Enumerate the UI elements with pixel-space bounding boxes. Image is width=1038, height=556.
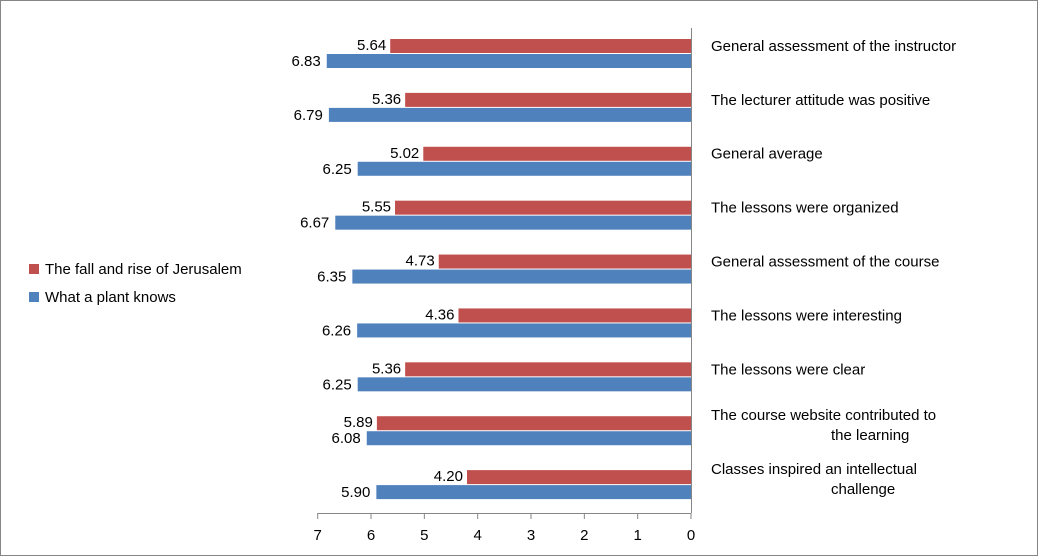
bar-jerusalem-6: [405, 362, 691, 377]
bar-jerusalem-8: [467, 470, 691, 485]
data-label-jerusalem-3: 5.55: [362, 199, 391, 216]
bar-jerusalem-0: [390, 39, 691, 53]
category-label-6: The lessons were clear: [711, 361, 865, 378]
x-tick-label-0: 7: [314, 527, 322, 544]
bar-jerusalem-7: [376, 416, 691, 431]
data-label-jerusalem-6: 5.36: [372, 360, 401, 377]
bar-plant-2: [357, 161, 691, 176]
category-label-0: General assessment of the instructor: [711, 38, 956, 55]
legend-item-plant: What a plant knows: [29, 283, 242, 311]
bar-jerusalem-4: [438, 254, 691, 269]
legend-swatch-plant: [29, 292, 39, 302]
legend-label-plant: What a plant knows: [45, 288, 176, 306]
bar-plant-4: [352, 269, 691, 284]
data-label-jerusalem-5: 4.36: [425, 306, 454, 323]
bar-plant-0: [326, 54, 691, 68]
data-label-jerusalem-1: 5.36: [372, 91, 401, 108]
bar-plant-8: [376, 485, 691, 500]
x-tick-label-3: 4: [474, 527, 482, 544]
data-label-plant-1: 6.79: [294, 107, 323, 124]
x-tick-label-7: 0: [687, 527, 695, 544]
data-label-jerusalem-4: 4.73: [406, 253, 435, 270]
bar-plant-3: [335, 215, 691, 230]
legend: The fall and rise of Jerusalem What a pl…: [29, 255, 242, 311]
category-label-8: Classes inspired an intellectual challeng…: [711, 461, 917, 498]
x-tick-label-1: 6: [367, 527, 375, 544]
data-label-plant-2: 6.25: [322, 161, 351, 178]
data-label-plant-3: 6.67: [300, 215, 329, 232]
data-label-plant-8: 5.90: [341, 484, 370, 501]
category-label-1: The lecturer attitude was positive: [711, 92, 930, 109]
bar-jerusalem-5: [458, 308, 691, 323]
category-label-3: The lessons were organized: [711, 200, 899, 217]
data-label-plant-0: 6.83: [292, 53, 321, 70]
data-label-jerusalem-2: 5.02: [390, 145, 419, 162]
x-tick-label-2: 5: [420, 527, 428, 544]
x-tick-label-4: 3: [527, 527, 535, 544]
bar-plant-6: [357, 377, 691, 392]
data-label-jerusalem-7: 5.89: [344, 414, 373, 431]
data-label-jerusalem-0: 5.64: [357, 37, 386, 54]
category-label-4: General assessment of the course: [711, 254, 939, 271]
x-tick-label-5: 2: [580, 527, 588, 544]
category-label-2: General average: [711, 146, 823, 163]
bar-jerusalem-2: [423, 146, 691, 161]
data-label-plant-4: 6.35: [317, 269, 346, 286]
legend-label-jerusalem: The fall and rise of Jerusalem: [45, 260, 242, 278]
bar-jerusalem-3: [395, 200, 691, 215]
category-label-5: The lessons were interesting: [711, 307, 902, 324]
data-label-plant-6: 6.25: [322, 376, 351, 393]
legend-swatch-jerusalem: [29, 264, 39, 274]
x-tick-label-6: 1: [633, 527, 641, 544]
bar-plant-1: [328, 107, 691, 122]
data-label-plant-7: 6.08: [332, 430, 361, 447]
bar-plant-5: [357, 323, 691, 338]
bar-jerusalem-1: [405, 92, 691, 107]
category-label-7: The course website contributed to the lea…: [711, 407, 936, 444]
data-label-jerusalem-8: 4.20: [434, 468, 463, 485]
legend-item-jerusalem: The fall and rise of Jerusalem: [29, 255, 242, 283]
bar-plant-7: [366, 431, 691, 446]
data-label-plant-5: 6.26: [322, 322, 351, 339]
